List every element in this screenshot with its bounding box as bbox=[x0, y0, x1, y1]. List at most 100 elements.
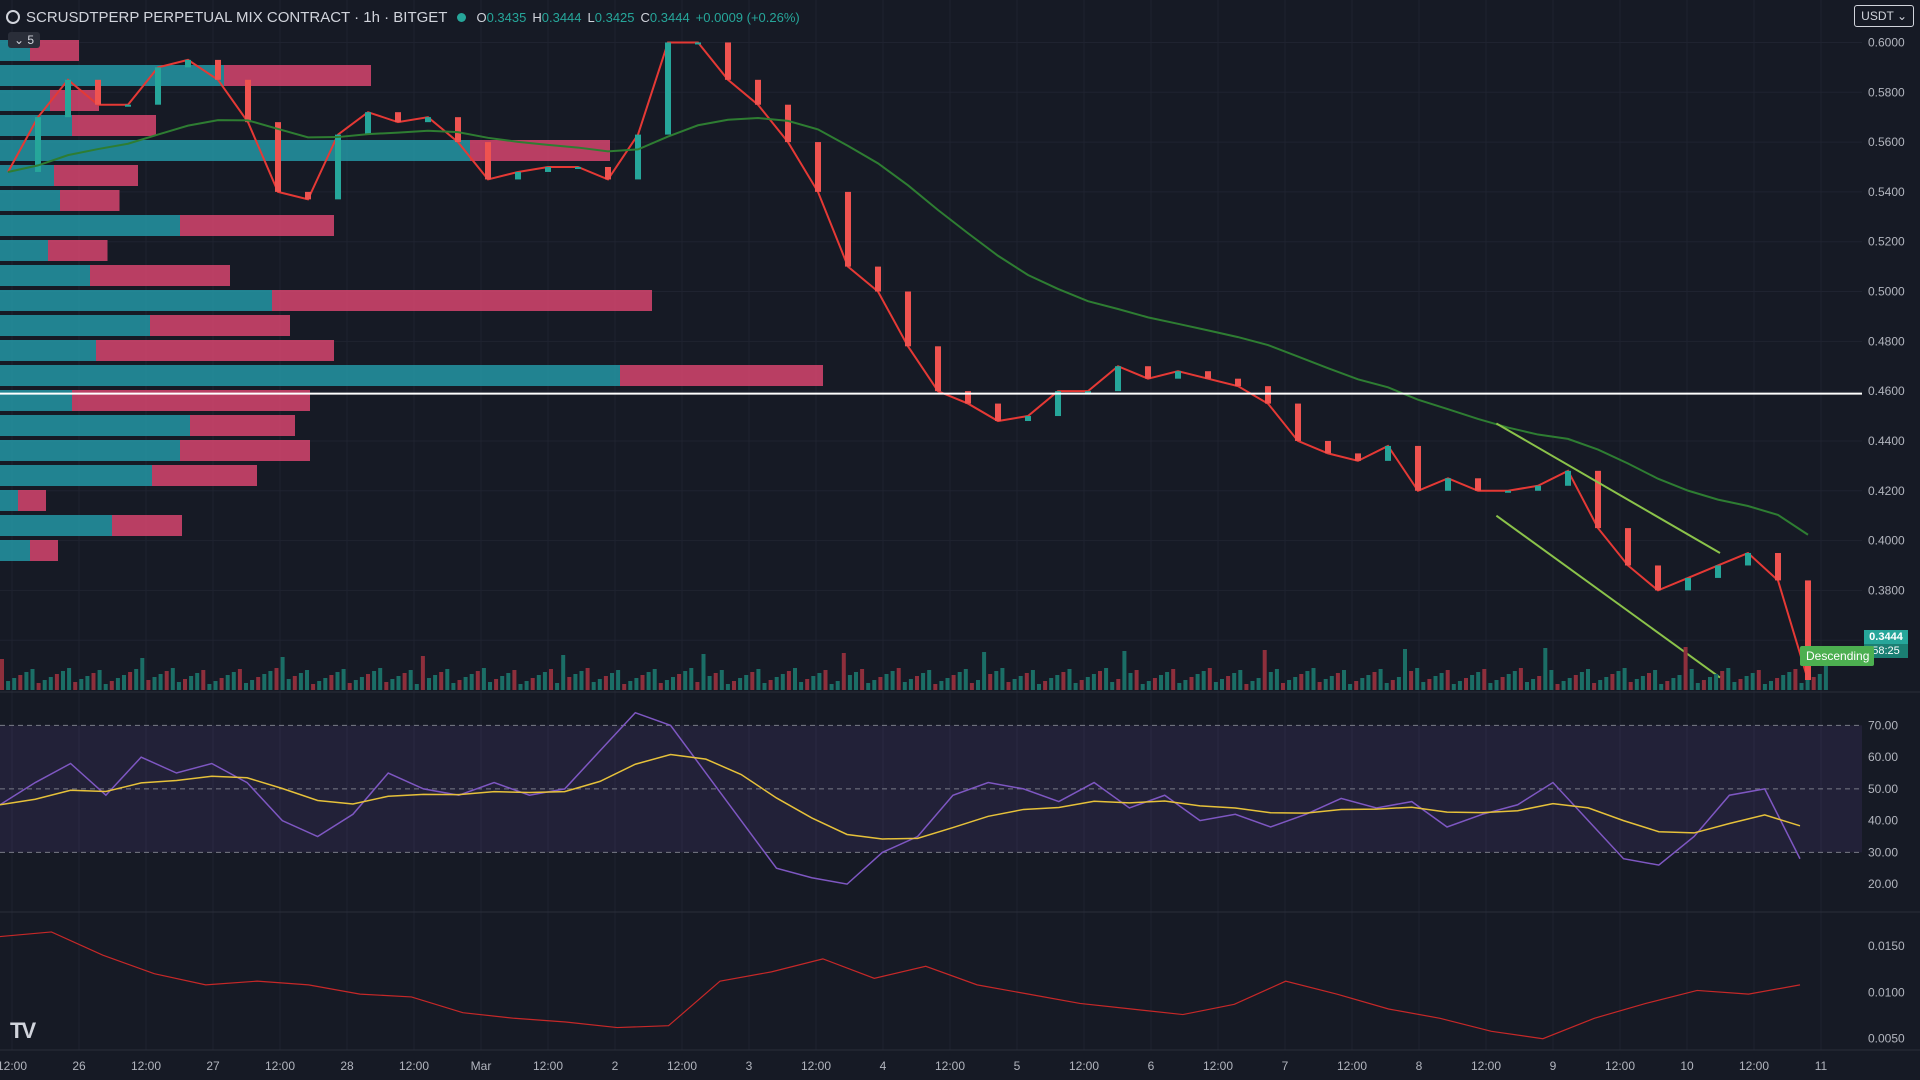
time-axis-label: 6 bbox=[1148, 1059, 1155, 1073]
volume-bar bbox=[286, 679, 291, 690]
price-candle bbox=[1685, 577, 1691, 591]
price-candle bbox=[515, 171, 521, 180]
volume-bar bbox=[1360, 678, 1365, 690]
volume-bar bbox=[396, 676, 401, 690]
volume-bar bbox=[18, 675, 23, 690]
volume-profile-sell bbox=[30, 40, 79, 61]
volume-bar bbox=[1012, 679, 1017, 690]
volume-bar bbox=[591, 682, 596, 690]
price-candle bbox=[1805, 580, 1811, 681]
volume-bar bbox=[36, 683, 41, 690]
market-status-icon bbox=[457, 12, 467, 22]
price-candle bbox=[305, 191, 311, 200]
time-axis-label: 12:00 bbox=[1337, 1059, 1367, 1073]
volume-bar bbox=[1586, 669, 1590, 690]
price-candle bbox=[1145, 366, 1151, 379]
price-candle bbox=[1565, 470, 1571, 486]
volume-bar bbox=[805, 679, 810, 690]
currency-select[interactable]: USDT ⌄ bbox=[1854, 5, 1914, 27]
volume-bar bbox=[134, 669, 139, 690]
volume-bar bbox=[573, 674, 578, 690]
price-candle bbox=[1055, 391, 1061, 417]
price-candle bbox=[455, 117, 461, 143]
volume-bar bbox=[201, 670, 206, 690]
time-axis-label: 12:00 bbox=[265, 1059, 295, 1073]
volume-bar bbox=[292, 676, 297, 690]
volume-bar bbox=[1049, 678, 1054, 690]
volume-bar bbox=[1061, 672, 1066, 690]
volume-profile-sell bbox=[190, 415, 295, 436]
rsi-ma-line bbox=[0, 753, 1801, 840]
volume-bar bbox=[664, 680, 669, 690]
volume-profile-sell bbox=[72, 390, 310, 411]
volume-bar bbox=[1403, 649, 1407, 690]
volume-bar bbox=[323, 678, 328, 690]
price-candle bbox=[1775, 553, 1781, 581]
volume-bar bbox=[1506, 674, 1511, 690]
symbol-icon[interactable] bbox=[6, 10, 20, 24]
price-candle bbox=[1715, 565, 1721, 578]
symbol-title[interactable]: SCRUSDTPERP PERPETUAL MIX CONTRACT · 1h … bbox=[26, 8, 448, 26]
volume-bar bbox=[1055, 675, 1060, 690]
volume-bar bbox=[1177, 683, 1182, 690]
volume-bar bbox=[1769, 681, 1773, 690]
volume-bar bbox=[969, 683, 974, 690]
price-candle bbox=[1625, 528, 1631, 566]
volume-bar bbox=[658, 683, 663, 690]
volume-profile-sell bbox=[180, 440, 310, 461]
volume-bar bbox=[1134, 670, 1139, 690]
price-candle bbox=[1505, 490, 1511, 493]
volume-bar bbox=[427, 678, 431, 690]
volume-bar bbox=[1335, 673, 1340, 690]
volume-bar bbox=[1281, 683, 1285, 690]
rsi-axis-label: 30.00 bbox=[1868, 845, 1898, 859]
volume-bar bbox=[1329, 676, 1334, 690]
volume-bar bbox=[1622, 668, 1627, 690]
volume-bar bbox=[1512, 671, 1517, 690]
volume-bar bbox=[231, 672, 236, 690]
volume-bar bbox=[1287, 680, 1292, 690]
volume-bar bbox=[317, 681, 322, 690]
volume-bar bbox=[1409, 671, 1414, 690]
volume-bar bbox=[854, 672, 858, 690]
time-axis-label: 26 bbox=[72, 1059, 86, 1073]
volume-bar bbox=[402, 673, 407, 690]
volume-bar bbox=[1634, 679, 1639, 690]
volume-bar bbox=[1128, 673, 1133, 690]
rsi-axis-label: 20.00 bbox=[1868, 877, 1898, 891]
price-candle bbox=[1535, 485, 1541, 491]
lower-axis-label: 0.0100 bbox=[1868, 985, 1905, 999]
volume-bar bbox=[1805, 680, 1810, 690]
volume-bar bbox=[652, 669, 657, 690]
volume-bar bbox=[109, 681, 114, 690]
price-candle bbox=[1655, 565, 1661, 591]
price-axis-label: 0.5800 bbox=[1868, 85, 1905, 99]
volume-bar bbox=[152, 677, 157, 690]
channel-upper-line bbox=[1495, 422, 1721, 554]
price-candle bbox=[425, 117, 431, 123]
price-candle bbox=[275, 122, 281, 192]
pattern-label[interactable]: Descending bbox=[1800, 646, 1874, 666]
volume-bar bbox=[1494, 680, 1499, 690]
volume-bar bbox=[774, 677, 779, 690]
volume-bar bbox=[445, 669, 450, 690]
volume-bar bbox=[957, 672, 962, 690]
volume-bar bbox=[305, 670, 309, 690]
volume-bar bbox=[1671, 678, 1676, 690]
time-axis-label: 12:00 bbox=[801, 1059, 831, 1073]
indicators-toggle[interactable]: ⌄ 5 bbox=[8, 32, 41, 48]
volume-bar bbox=[896, 668, 901, 690]
price-candle bbox=[545, 166, 551, 172]
price-candle bbox=[1385, 445, 1391, 461]
price-candle bbox=[905, 291, 911, 347]
tradingview-logo[interactable]: TV bbox=[10, 1018, 36, 1043]
volume-bar bbox=[1555, 684, 1560, 690]
rsi-axis-label: 60.00 bbox=[1868, 750, 1898, 764]
price-axis-label: 0.4000 bbox=[1868, 534, 1905, 548]
volume-bar bbox=[0, 659, 4, 690]
time-axis-label: 12:00 bbox=[1605, 1059, 1635, 1073]
volume-bar bbox=[530, 678, 535, 690]
volume-bar bbox=[213, 681, 218, 690]
time-axis-label: 11 bbox=[1815, 1059, 1828, 1073]
